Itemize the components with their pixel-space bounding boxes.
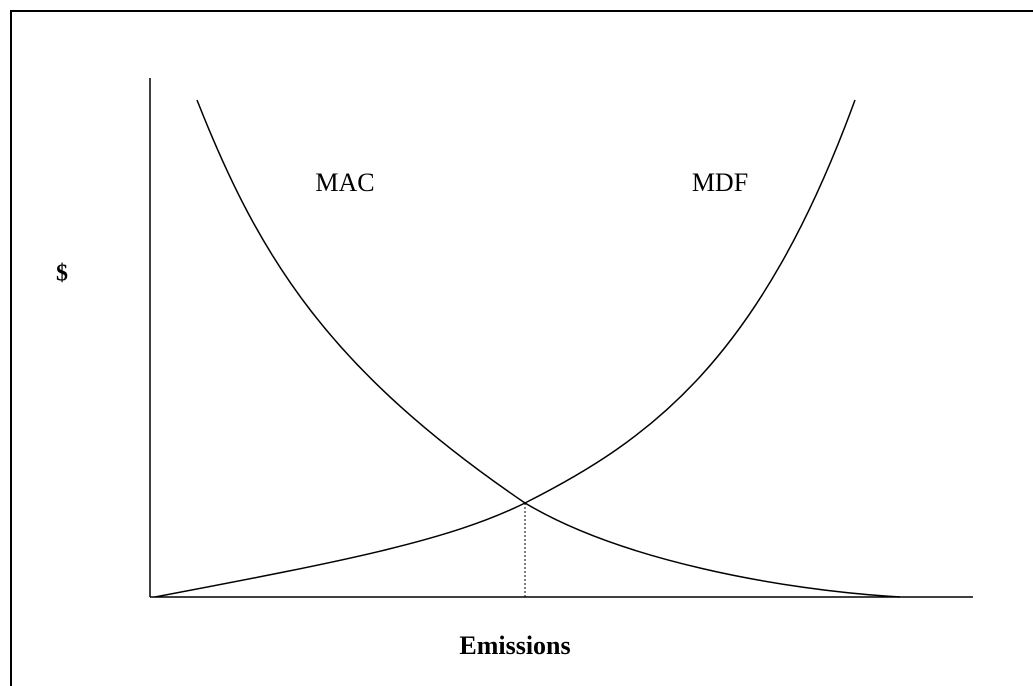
frame xyxy=(10,10,1033,686)
mdf-curve xyxy=(154,99,856,598)
mac-curve xyxy=(196,99,901,598)
y-axis-label: $ xyxy=(56,261,68,287)
x-axis-label: Emissions xyxy=(459,631,570,660)
curve-label: MAC xyxy=(315,168,374,197)
curve-label: MDF xyxy=(692,168,748,197)
